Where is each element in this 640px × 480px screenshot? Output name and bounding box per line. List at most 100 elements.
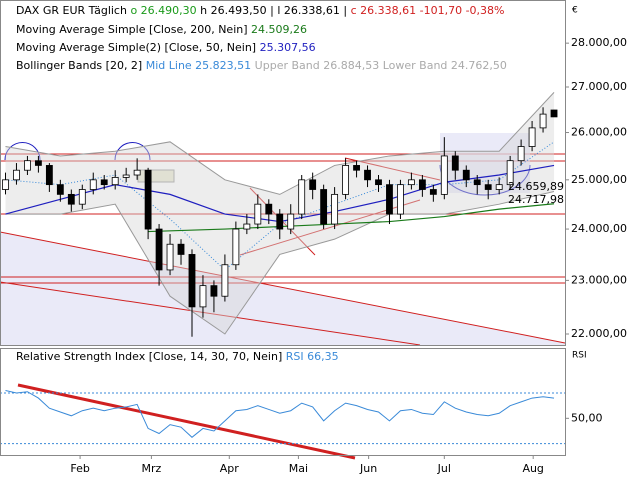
rsi-pane-border [0, 348, 566, 456]
candle-body [517, 146, 525, 162]
candle-body [484, 184, 492, 190]
drawings [0, 133, 566, 460]
candle-body [375, 179, 382, 186]
x-tick-label: Jun [359, 462, 377, 475]
change: -101,70 [420, 4, 462, 17]
candle-body [440, 155, 448, 195]
high: h 26.493,50 [200, 4, 266, 17]
candle-body [364, 169, 371, 181]
y-tick-label: 24.000,00 [571, 222, 627, 235]
candle-body [386, 184, 393, 215]
title: DAX GR EUR [16, 4, 85, 17]
main-pane-border [0, 0, 566, 346]
header-line: DAX GR EUR Täglich o 26.490,30 h 26.493,… [16, 4, 505, 17]
annotation: 24.659,89 [508, 180, 564, 193]
legend-value: Mid Line 25.823,51 [146, 59, 251, 72]
candle-body [34, 160, 42, 166]
candle-body [550, 109, 558, 118]
low: l 26.338,61 [277, 4, 340, 17]
candle-body [342, 165, 349, 195]
candle-body [2, 179, 9, 190]
candle-body [506, 160, 514, 186]
y-tick-label: 28.000,00 [571, 36, 627, 49]
candle-body [166, 243, 174, 271]
candle-body [276, 213, 284, 230]
x-tick-label: Mai [289, 462, 308, 475]
period: Täglich [88, 4, 127, 17]
y-tick-label: 22.000,00 [571, 327, 627, 340]
candle-body [177, 243, 185, 255]
candle-body [45, 165, 53, 186]
candle-body [528, 127, 536, 147]
x-tick-label: Feb [70, 462, 89, 475]
candle-body [309, 179, 317, 190]
trend-line [0, 281, 421, 346]
legend-value: RSI 66,35 [286, 350, 339, 363]
candle-body [67, 193, 75, 205]
legend-name: Moving Average Simple [Close, 200, Nein] [16, 23, 248, 36]
legend-name: Bollinger Bands [20, 2] [16, 59, 142, 72]
legend-entry: Moving Average Simple [Close, 200, Nein]… [16, 23, 307, 36]
candle-body [539, 113, 547, 129]
candle-body [78, 189, 86, 205]
legend-entry: Moving Average Simple(2) [Close, 50, Nei… [16, 41, 316, 54]
legend-value: Lower Band 24.762,50 [383, 59, 507, 72]
candle-body [111, 177, 119, 186]
candle-body [24, 160, 31, 171]
candle-body [265, 203, 273, 215]
rsi-trend-line [17, 383, 356, 460]
candle-body [13, 169, 20, 181]
candle-body [56, 184, 64, 195]
x-tick-label: Apr [220, 462, 240, 475]
candle-body [243, 223, 251, 230]
header-bg [1, 1, 546, 77]
candle-body [353, 165, 360, 171]
legend-name: Relative Strength Index [Close, 14, 30, … [16, 350, 282, 363]
candle-body [188, 254, 196, 308]
candle-body [210, 285, 218, 297]
open: o 26.490,30 [130, 4, 196, 17]
rsi-legend: Relative Strength Index [Close, 14, 30, … [16, 350, 339, 363]
candle-body [418, 179, 426, 190]
y-tick-label: 25.000,00 [571, 173, 627, 186]
annotation: 24.717,98 [508, 193, 564, 206]
y-tick-label: 23.000,00 [571, 273, 627, 286]
rsi-axis-label: RSI [572, 351, 587, 361]
candle-body [429, 189, 437, 195]
candle-body [199, 285, 207, 308]
candle-body [254, 203, 262, 225]
candle-body [495, 184, 503, 190]
candle-body [144, 169, 152, 230]
legend-value: Upper Band 26.884,53 [255, 59, 380, 72]
candle-body [221, 264, 229, 297]
candle-body [133, 169, 141, 176]
candle-body [451, 155, 459, 171]
candle-body [407, 179, 415, 186]
candle-body [100, 179, 108, 186]
legend-value: 24.509,26 [251, 23, 307, 36]
currency: € [572, 6, 578, 16]
candle-body [155, 228, 163, 271]
candle-body [298, 179, 306, 215]
trend-line [344, 157, 441, 181]
bollinger-upper [5, 92, 555, 195]
x-tick-label: Mrz [141, 462, 161, 475]
bollinger-lower [5, 190, 555, 335]
candle-body [462, 169, 470, 181]
candle-body [232, 228, 240, 266]
arc [4, 142, 41, 161]
header: DAX GR EUR Täglich o 26.490,30 h 26.493,… [1, 1, 587, 363]
legend-entry: Bollinger Bands [20, 2] Mid Line 25.823,… [16, 59, 507, 72]
y-tick-label: 50,00 [571, 411, 603, 424]
legend-value: 25.307,56 [260, 41, 316, 54]
trend-line [0, 231, 566, 344]
candle-body [473, 179, 481, 186]
change-pct: -0,38% [466, 4, 505, 17]
candle-body [397, 184, 404, 215]
moving-average [148, 203, 555, 233]
close: c 26.338,61 [351, 4, 417, 17]
candle-body [89, 179, 97, 190]
rsi-line [5, 389, 555, 438]
candle-body [320, 189, 328, 225]
